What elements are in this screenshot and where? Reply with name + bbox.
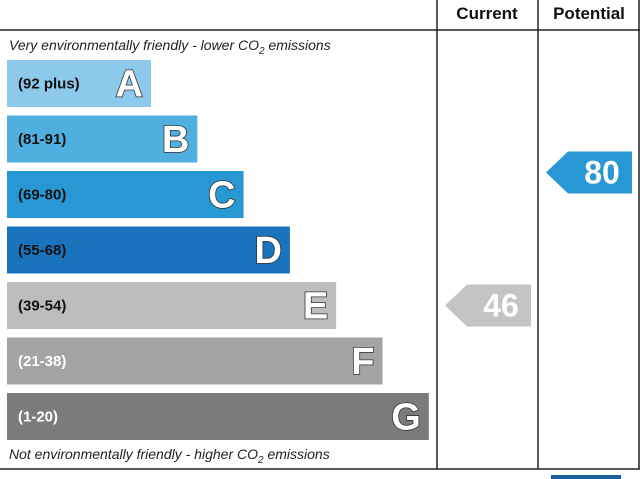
band-bar-f [7, 337, 383, 385]
band-letter-d: D [254, 230, 281, 272]
bottom-note-suffix: emissions [264, 446, 330, 462]
top-note-text: Very environmentally friendly - lower CO [9, 37, 259, 53]
top-note-suffix: emissions [265, 37, 331, 53]
bottom-note-subscript: 2 [257, 455, 264, 466]
column-header-current: Current [456, 4, 518, 23]
band-range-f: (21-38) [18, 353, 66, 370]
current-rating-arrow-value: 46 [483, 288, 519, 324]
top-note-subscript: 2 [258, 46, 265, 57]
band-f: (21-38) F [7, 337, 383, 385]
band-letter-e: E [303, 286, 328, 328]
band-range-d: (55-68) [18, 242, 66, 259]
bottom-edge-mark [551, 475, 621, 479]
band-letter-b: B [162, 119, 189, 161]
column-header-potential: Potential [553, 4, 625, 23]
band-g: (1-20) G [7, 393, 429, 440]
potential-rating-arrow: 80 [546, 151, 632, 194]
band-range-a: (92 plus) [18, 76, 80, 93]
rating-arrows: 46 80 [445, 151, 632, 327]
rating-bands: (92 plus) A (81-91) B (69-80) C (55-68) D (39-54… [7, 60, 429, 440]
band-range-g: (1-20) [18, 409, 58, 426]
band-letter-g: G [391, 397, 421, 439]
current-rating-arrow: 46 [445, 284, 531, 327]
potential-rating-arrow-value: 80 [584, 155, 620, 191]
band-bar-b [7, 115, 198, 163]
band-letter-a: A [116, 64, 143, 106]
band-bar-g [7, 393, 429, 440]
band-letter-c: C [208, 175, 235, 217]
band-bar-e [7, 282, 337, 329]
bottom-note: Not environmentally friendly - higher CO… [9, 446, 330, 466]
current-rating-arrow-shape [445, 284, 531, 327]
band-bar-c [7, 171, 244, 218]
band-bar-d [7, 226, 290, 274]
potential-rating-arrow-shape [546, 151, 632, 194]
band-range-e: (39-54) [18, 298, 66, 315]
band-bar-a [7, 60, 151, 107]
band-letter-f: F [351, 341, 374, 383]
band-e: (39-54) E [7, 282, 337, 329]
band-c: (69-80) C [7, 171, 244, 218]
band-range-b: (81-91) [18, 131, 66, 148]
band-range-c: (69-80) [18, 187, 66, 204]
band-d: (55-68) D [7, 226, 290, 274]
top-note: Very environmentally friendly - lower CO… [9, 37, 331, 57]
bottom-note-text: Not environmentally friendly - higher CO [9, 446, 258, 462]
band-b: (81-91) B [7, 115, 198, 163]
band-a: (92 plus) A [7, 60, 151, 107]
